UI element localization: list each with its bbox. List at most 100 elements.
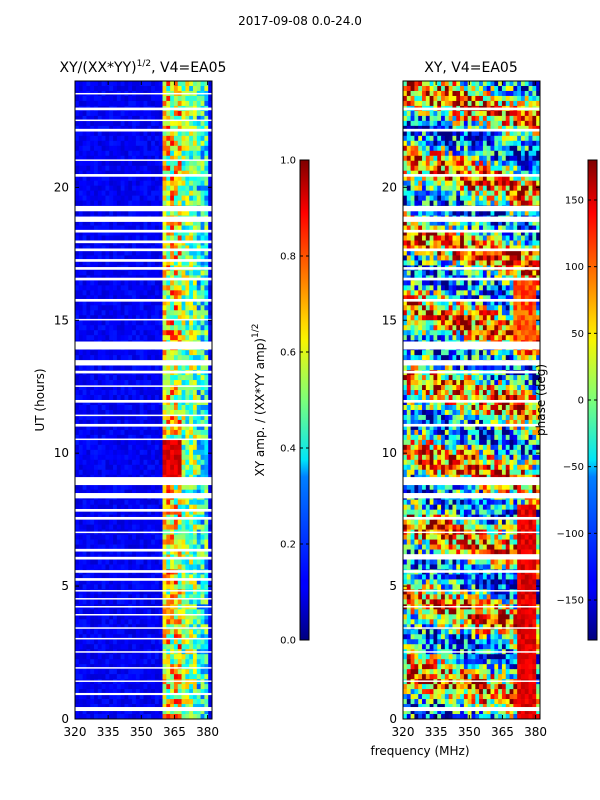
heatmap-cell xyxy=(162,81,167,87)
heatmap-cell xyxy=(151,250,156,256)
heatmap-cell xyxy=(82,270,87,276)
heatmap-cell xyxy=(132,644,137,650)
heatmap-cell xyxy=(109,220,114,226)
heatmap-cell xyxy=(113,290,118,296)
heatmap-cell xyxy=(113,385,118,391)
heatmap-cell xyxy=(162,714,167,719)
heatmap-cell xyxy=(101,699,106,705)
y-tick-label: 10 xyxy=(54,446,69,460)
heatmap-cell xyxy=(154,120,160,127)
heatmap-cell xyxy=(170,160,175,167)
heatmap-cell xyxy=(90,365,95,371)
heatmap-cell xyxy=(90,255,95,261)
heatmap-cell xyxy=(208,145,212,152)
heatmap-cell xyxy=(204,704,209,710)
heatmap-cell xyxy=(189,464,194,471)
heatmap-cell xyxy=(181,225,186,231)
heatmap-cell xyxy=(151,579,156,585)
heatmap-cell xyxy=(128,125,133,132)
heatmap-cell xyxy=(94,439,99,446)
heatmap-cell xyxy=(143,694,148,700)
heatmap-cell xyxy=(181,599,186,605)
heatmap-cell xyxy=(143,564,148,570)
heatmap-cell xyxy=(403,110,408,117)
heatmap-cell xyxy=(105,280,110,286)
heatmap-cell xyxy=(463,115,469,122)
heatmap-cell xyxy=(120,464,125,471)
heatmap-cell xyxy=(162,429,167,436)
heatmap-cell xyxy=(113,524,118,530)
heatmap-cell xyxy=(170,255,175,261)
heatmap-cell xyxy=(78,250,84,256)
heatmap-cell xyxy=(200,439,205,446)
heatmap-cell xyxy=(82,459,87,466)
heatmap-cell xyxy=(170,654,175,660)
heatmap-cell xyxy=(135,704,141,710)
heatmap-cell xyxy=(109,459,114,466)
heatmap-cell xyxy=(151,390,156,396)
heatmap-cell xyxy=(86,454,91,461)
heatmap-cell xyxy=(97,519,103,526)
heatmap-cell xyxy=(173,664,179,670)
heatmap-cell xyxy=(113,165,118,172)
heatmap-cell xyxy=(181,409,186,416)
heatmap-cell xyxy=(433,95,438,102)
heatmap-cell xyxy=(185,564,190,570)
heatmap-cell xyxy=(139,549,144,555)
heatmap-cell xyxy=(94,400,99,406)
heatmap-cell xyxy=(204,185,209,192)
heatmap-cell xyxy=(151,559,156,565)
heatmap-cell xyxy=(170,644,175,650)
heatmap-cell xyxy=(86,634,91,640)
heatmap-cell xyxy=(132,564,137,570)
heatmap-cell xyxy=(101,584,106,590)
heatmap-cell xyxy=(208,614,212,620)
heatmap-cell xyxy=(208,564,212,570)
heatmap-cell xyxy=(132,385,137,391)
heatmap-cell xyxy=(78,549,84,555)
heatmap-cell xyxy=(147,714,152,719)
heatmap-cell xyxy=(490,115,495,122)
heatmap-cell xyxy=(151,674,156,680)
heatmap-cell xyxy=(151,519,156,526)
heatmap-cell xyxy=(154,395,160,401)
heatmap-cell xyxy=(97,100,103,107)
heatmap-cell xyxy=(475,90,480,97)
heatmap-cell xyxy=(78,404,84,411)
heatmap-cell xyxy=(196,654,201,660)
heatmap-cell xyxy=(181,355,186,361)
heatmap-cell xyxy=(196,160,201,167)
heatmap-cell xyxy=(170,310,175,316)
heatmap-cell xyxy=(132,509,137,516)
heatmap-cell xyxy=(78,524,84,530)
heatmap-cell xyxy=(162,400,167,406)
heatmap-cell xyxy=(147,659,152,665)
heatmap-cell xyxy=(185,240,190,246)
heatmap-cell xyxy=(189,190,194,197)
heatmap-cell xyxy=(94,499,99,506)
heatmap-cell xyxy=(78,175,84,182)
heatmap-cell xyxy=(124,614,129,620)
heatmap-cell xyxy=(124,634,129,640)
heatmap-cell xyxy=(143,145,148,152)
heatmap-cell xyxy=(158,454,163,461)
heatmap-cell xyxy=(208,400,212,406)
heatmap-cell xyxy=(200,654,205,660)
heatmap-cell xyxy=(166,160,171,167)
flagged-gap xyxy=(75,119,212,122)
heatmap-cell xyxy=(185,270,190,276)
heatmap-cell xyxy=(124,155,129,162)
heatmap-cell xyxy=(97,380,103,386)
heatmap-cell xyxy=(196,664,201,670)
heatmap-cell xyxy=(151,120,156,127)
heatmap-cell xyxy=(151,350,156,356)
heatmap-cell xyxy=(132,709,137,715)
heatmap-cell xyxy=(173,175,179,182)
heatmap-cell xyxy=(162,694,167,700)
heatmap-cell xyxy=(139,255,144,261)
heatmap-cell xyxy=(94,694,99,700)
heatmap-cell xyxy=(185,639,190,645)
heatmap-cell xyxy=(109,85,114,92)
heatmap-cell xyxy=(116,689,122,695)
heatmap-cell xyxy=(82,160,87,167)
